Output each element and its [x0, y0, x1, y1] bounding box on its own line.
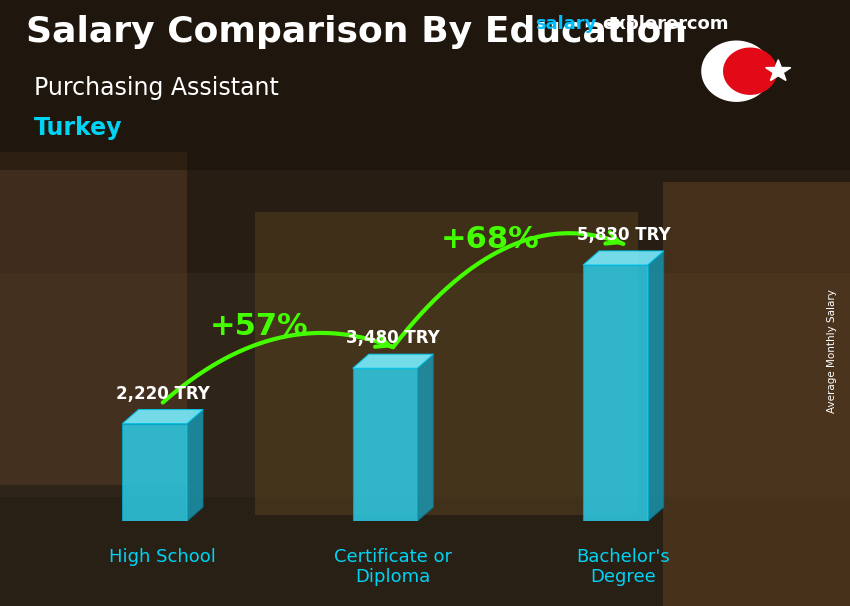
- Polygon shape: [417, 354, 434, 521]
- Text: 2,220 TRY: 2,220 TRY: [116, 385, 210, 402]
- Text: High School: High School: [110, 548, 216, 565]
- Text: Bachelor's
Degree: Bachelor's Degree: [576, 548, 671, 587]
- Polygon shape: [122, 424, 187, 521]
- Text: salary: salary: [536, 15, 597, 33]
- Polygon shape: [583, 251, 664, 265]
- Polygon shape: [353, 368, 417, 521]
- Text: Turkey: Turkey: [34, 116, 122, 141]
- Text: +68%: +68%: [440, 225, 539, 254]
- Text: .com: .com: [680, 15, 728, 33]
- Text: Purchasing Assistant: Purchasing Assistant: [34, 76, 279, 100]
- Polygon shape: [766, 60, 790, 81]
- Bar: [255, 212, 638, 515]
- Text: explorer: explorer: [602, 15, 687, 33]
- Text: 5,830 TRY: 5,830 TRY: [576, 226, 670, 244]
- Bar: [0, 0, 850, 273]
- Polygon shape: [723, 48, 777, 94]
- Text: Salary Comparison By Education: Salary Comparison By Education: [26, 15, 687, 49]
- Polygon shape: [702, 41, 771, 101]
- Bar: [0, 497, 850, 606]
- Polygon shape: [583, 265, 648, 521]
- Polygon shape: [648, 251, 664, 521]
- Polygon shape: [187, 410, 203, 521]
- Polygon shape: [353, 354, 434, 368]
- Bar: [0, 152, 187, 485]
- Polygon shape: [122, 410, 203, 424]
- Text: Average Monthly Salary: Average Monthly Salary: [827, 290, 837, 413]
- Text: +57%: +57%: [210, 312, 309, 341]
- Text: Certificate or
Diploma: Certificate or Diploma: [334, 548, 452, 587]
- Bar: [0, 0, 850, 170]
- Text: 3,480 TRY: 3,480 TRY: [346, 329, 440, 347]
- Bar: [663, 182, 850, 606]
